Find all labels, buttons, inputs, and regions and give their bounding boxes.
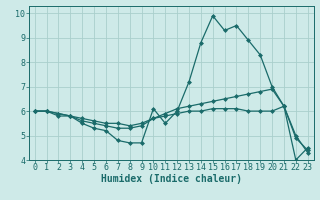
X-axis label: Humidex (Indice chaleur): Humidex (Indice chaleur) bbox=[101, 174, 242, 184]
